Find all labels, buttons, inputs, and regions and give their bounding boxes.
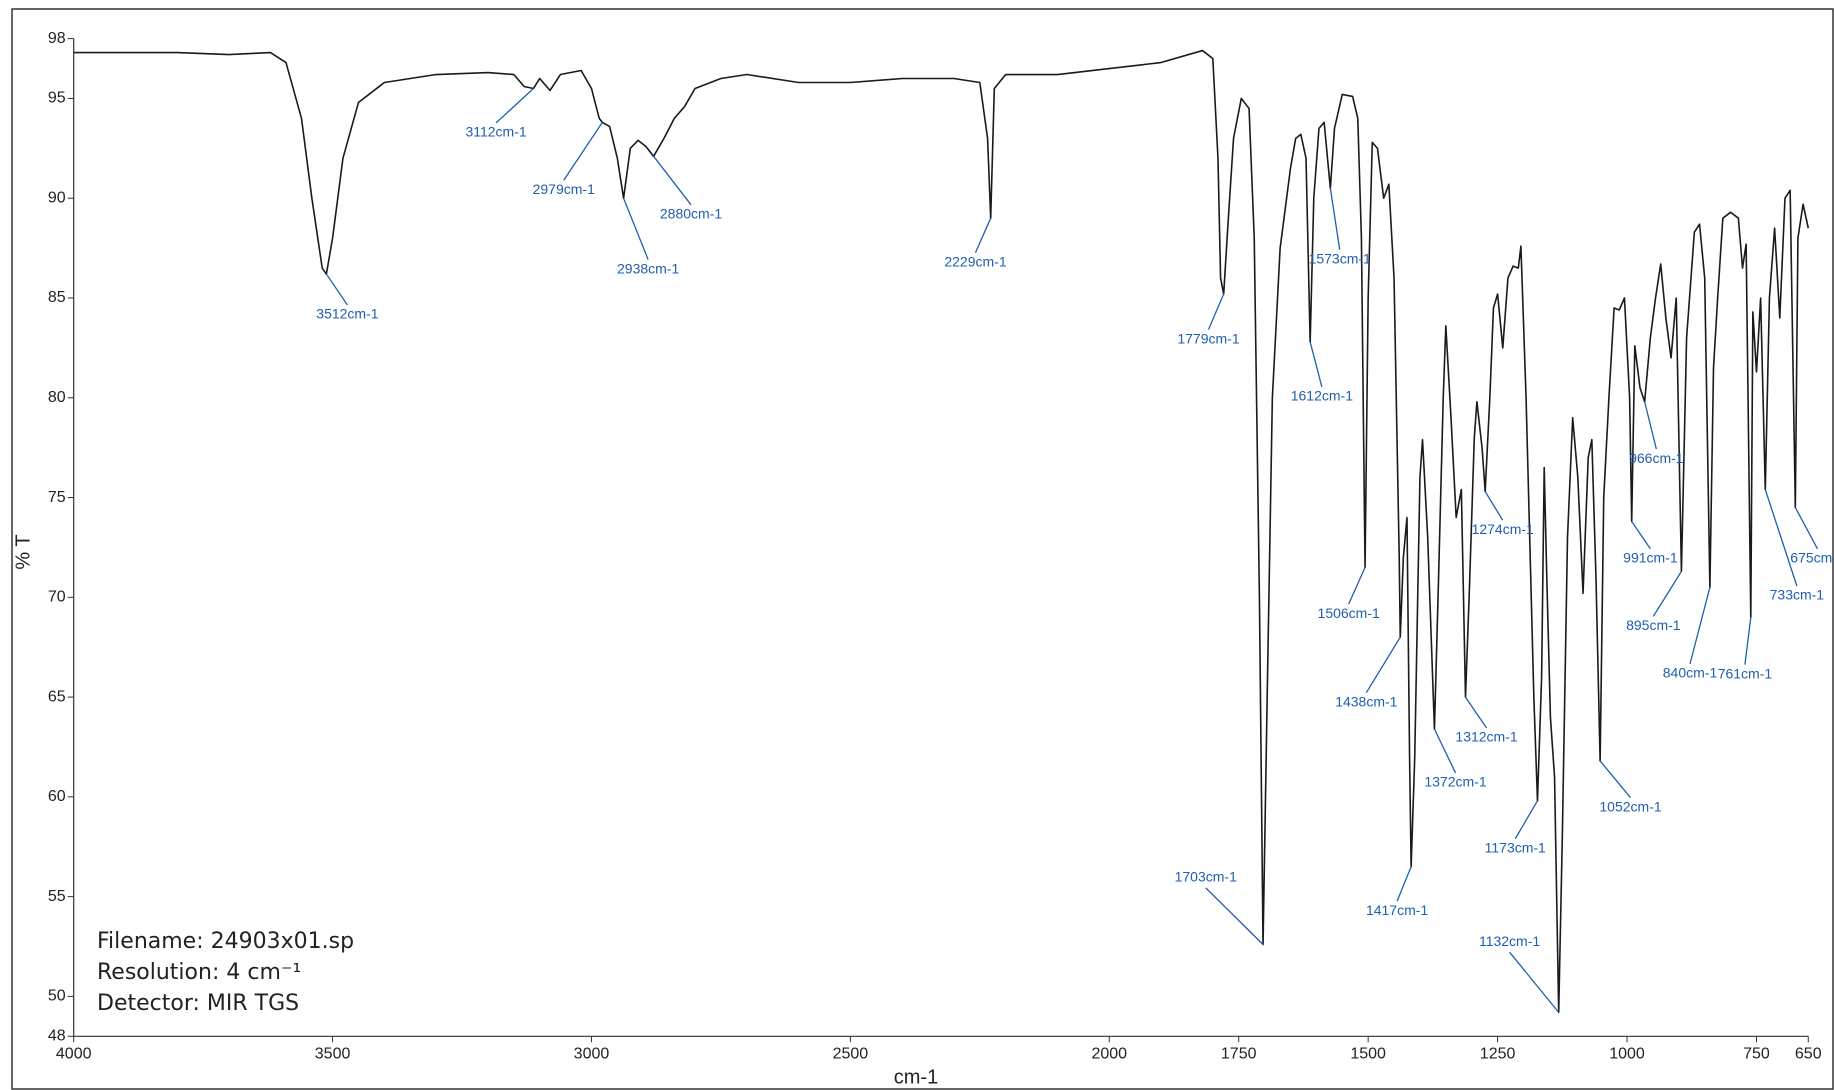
annotation-label: 2938cm-1 <box>617 260 679 276</box>
y-tick-label: 48 <box>48 1028 66 1045</box>
frame <box>11 8 1834 1090</box>
annotation-leader <box>653 155 692 206</box>
annotation-label: 1274cm-1 <box>1472 521 1534 537</box>
annotation-leader <box>1329 188 1341 250</box>
annotation-leader <box>1207 293 1225 330</box>
annotation-leader <box>622 197 649 260</box>
x-tick-label: 650 <box>1795 1046 1822 1063</box>
annotation-label: 1573cm-1 <box>1309 250 1371 266</box>
annotation-leader <box>974 217 992 253</box>
annotation-label: 733cm-1 <box>1770 587 1825 603</box>
y-tick-label: 90 <box>48 189 66 206</box>
annotation-leader <box>1644 401 1657 450</box>
y-tick-label: 80 <box>48 389 66 406</box>
annotation-label: 1173cm-1 <box>1485 840 1546 856</box>
x-tick-label: 750 <box>1743 1046 1770 1063</box>
info-line: Resolution: 4 cm⁻¹ <box>97 960 301 985</box>
annotation-leader <box>1744 617 1752 665</box>
annotation-label: 2880cm-1 <box>660 206 722 222</box>
y-axis-label: % T <box>12 534 34 569</box>
annotation-label: 1506cm-1 <box>1318 605 1380 621</box>
annotation-leader <box>1484 491 1504 521</box>
annotation-label: 1312cm-1 <box>1455 729 1517 745</box>
y-tick-label: 65 <box>48 688 66 705</box>
y-tick-label: 55 <box>48 888 66 905</box>
annotation-leader <box>325 273 348 306</box>
x-tick-label: 1750 <box>1221 1046 1257 1063</box>
annotation-label: 1052cm-1 <box>1599 798 1661 814</box>
y-tick-label: 98 <box>48 30 66 47</box>
x-tick-label: 1250 <box>1480 1046 1516 1063</box>
y-tick-label: 75 <box>48 489 66 506</box>
annotation-leader <box>1652 571 1682 617</box>
x-tick-label: 1000 <box>1609 1046 1645 1063</box>
annotation-label: 675cm-1 <box>1790 550 1834 566</box>
annotation-leader <box>495 88 534 124</box>
annotation-label: 1612cm-1 <box>1291 388 1353 404</box>
info-line: Filename: 24903x01.sp <box>97 929 354 954</box>
annotation-label: 1417cm-1 <box>1366 902 1428 918</box>
annotation-leader <box>1509 951 1560 1013</box>
x-tick-label: 3000 <box>574 1046 610 1063</box>
annotation-label: 1132cm-1 <box>1479 933 1540 949</box>
annotation-label: 1372cm-1 <box>1424 774 1486 790</box>
y-tick-label: 95 <box>48 90 66 107</box>
annotation-leader <box>563 122 603 181</box>
annotation-leader <box>1205 887 1264 945</box>
x-tick-label: 4000 <box>56 1046 92 1063</box>
annotation-label: 2229cm-1 <box>944 253 1006 269</box>
y-tick-label: 70 <box>48 589 66 606</box>
annotation-label: 1438cm-1 <box>1335 693 1397 709</box>
annotation-leader <box>1396 866 1412 902</box>
annotation-label: 991cm-1 <box>1623 550 1678 566</box>
annotation-leader <box>1794 507 1819 550</box>
annotation-leader <box>1348 567 1366 605</box>
y-tick-label: 60 <box>48 788 66 805</box>
x-tick-label: 2500 <box>833 1046 869 1063</box>
spectrum-line <box>73 49 1810 1014</box>
annotation-leader <box>1464 696 1488 729</box>
annotation-leader <box>1365 636 1401 694</box>
annotation-leader <box>1309 341 1323 388</box>
annotation-label: 761cm-1 <box>1718 665 1773 681</box>
annotation-leader <box>1599 760 1632 799</box>
y-tick-label: 50 <box>48 988 66 1005</box>
annotation-leader <box>1764 489 1798 587</box>
x-tick-label: 2000 <box>1091 1046 1127 1063</box>
x-axis-label: cm-1 <box>894 1066 938 1088</box>
annotation-label: 840cm-1 <box>1663 665 1718 681</box>
annotation-leader <box>1433 728 1457 774</box>
annotation-label: 3112cm-1 <box>465 124 526 140</box>
annotation-leader <box>1689 587 1711 665</box>
annotation-label: 966cm-1 <box>1629 450 1684 466</box>
annotation-label: 2979cm-1 <box>533 181 595 197</box>
annotation-label: 1703cm-1 <box>1175 869 1237 885</box>
x-tick-label: 3500 <box>315 1046 351 1063</box>
annotation-label: 1779cm-1 <box>1177 330 1239 346</box>
x-tick-label: 1500 <box>1350 1046 1386 1063</box>
annotation-label: 895cm-1 <box>1626 617 1681 633</box>
annotation-leader <box>1514 800 1539 840</box>
annotation-label: 3512cm-1 <box>316 306 378 322</box>
annotation-leader <box>1631 521 1651 550</box>
y-tick-label: 85 <box>48 289 66 306</box>
info-line: Detector: MIR TGS <box>97 991 299 1016</box>
